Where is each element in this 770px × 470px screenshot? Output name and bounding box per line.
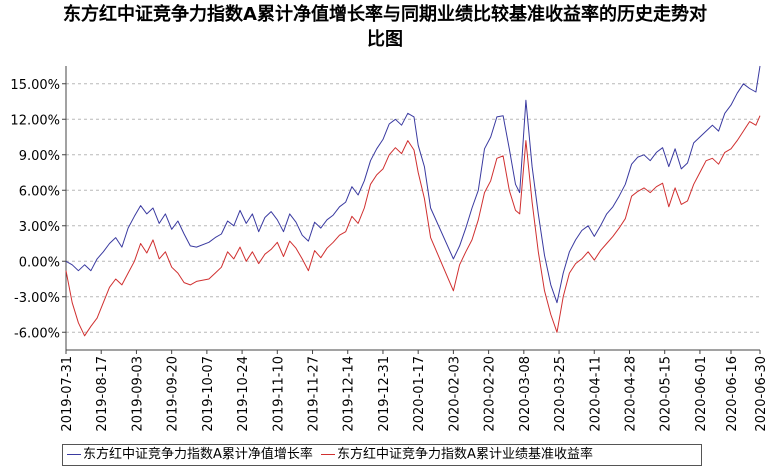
x-tick-label: 2019-08-17 xyxy=(95,356,110,432)
legend-label-benchmark: 东方红中证竞争力指数A累计业绩基准收益率 xyxy=(337,447,593,462)
y-tick-label: 12.00% xyxy=(10,113,60,128)
y-tick-label: 9.00% xyxy=(19,149,60,164)
y-tick-label: -6.00% xyxy=(14,326,60,341)
series-line-benchmark xyxy=(65,115,761,337)
y-tick-labels: 15.00% 12.00% 9.00% 6.00% 3.00% 0.00% -3.00% -6… xyxy=(10,78,60,342)
y-tick-label: 15.00% xyxy=(10,78,60,93)
y-tick-label: 6.00% xyxy=(19,184,60,199)
y-tick-label: 0.00% xyxy=(19,255,60,270)
legend-item-nav: 东方红中证竞争力指数A累计净值增长率 xyxy=(67,445,313,465)
x-tick-label: 2019-10-07 xyxy=(201,356,216,432)
x-tick-label: 2019-11-10 xyxy=(271,356,286,432)
legend-item-benchmark: 东方红中证竞争力指数A累计业绩基准收益率 xyxy=(321,445,593,465)
x-tick-label: 2020-03-25 xyxy=(553,356,568,432)
y-tick-label: 3.00% xyxy=(19,220,60,235)
y-tick-label: -3.00% xyxy=(14,291,60,306)
x-tick-label: 2020-01-17 xyxy=(412,356,427,432)
x-tick-label: 2019-12-14 xyxy=(342,356,357,432)
x-tick-label: 2020-06-16 xyxy=(725,356,740,432)
x-tick-labels: 2019-07-31 2019-08-17 2019-09-03 2019-09-20… xyxy=(60,356,769,432)
legend-swatch-benchmark xyxy=(321,454,336,455)
chart-title: 东方红中证竞争力指数A累计净值增长率与同期业绩比较基准收益率的历史走势对 比图 xyxy=(0,2,770,52)
x-tick-label: 2020-04-11 xyxy=(588,356,603,432)
x-tick-label: 2019-12-31 xyxy=(377,356,392,432)
series-line-nav xyxy=(65,65,761,304)
x-tick-label: 2019-09-03 xyxy=(130,356,145,432)
series-lines xyxy=(65,65,761,337)
x-tick-label: 2019-07-31 xyxy=(60,356,75,432)
chart-legend: 东方红中证竞争力指数A累计净值增长率 东方红中证竞争力指数A累计业绩基准收益率 xyxy=(62,444,702,466)
x-tick-label: 2019-10-24 xyxy=(236,356,251,432)
x-tick-label: 2019-11-27 xyxy=(307,356,322,432)
x-tick-label: 2020-06-30 xyxy=(754,356,769,432)
legend-label-nav: 东方红中证竞争力指数A累计净值增长率 xyxy=(83,447,313,462)
chart-title-line-2: 比图 xyxy=(367,29,403,50)
gridlines xyxy=(66,83,760,333)
axes xyxy=(62,66,761,354)
x-tick-label: 2020-06-01 xyxy=(694,356,709,432)
legend-swatch-nav xyxy=(67,454,81,455)
x-tick-label: 2020-03-08 xyxy=(518,356,533,432)
x-tick-label: 2020-05-15 xyxy=(659,356,674,432)
x-tick-label: 2020-02-03 xyxy=(447,356,462,432)
chart-title-line-1: 东方红中证竞争力指数A累计净值增长率与同期业绩比较基准收益率的历史走势对 xyxy=(63,4,707,25)
x-tick-label: 2019-09-20 xyxy=(166,356,181,432)
x-tick-label: 2020-04-28 xyxy=(623,356,638,432)
x-tick-label: 2020-02-20 xyxy=(483,356,498,432)
